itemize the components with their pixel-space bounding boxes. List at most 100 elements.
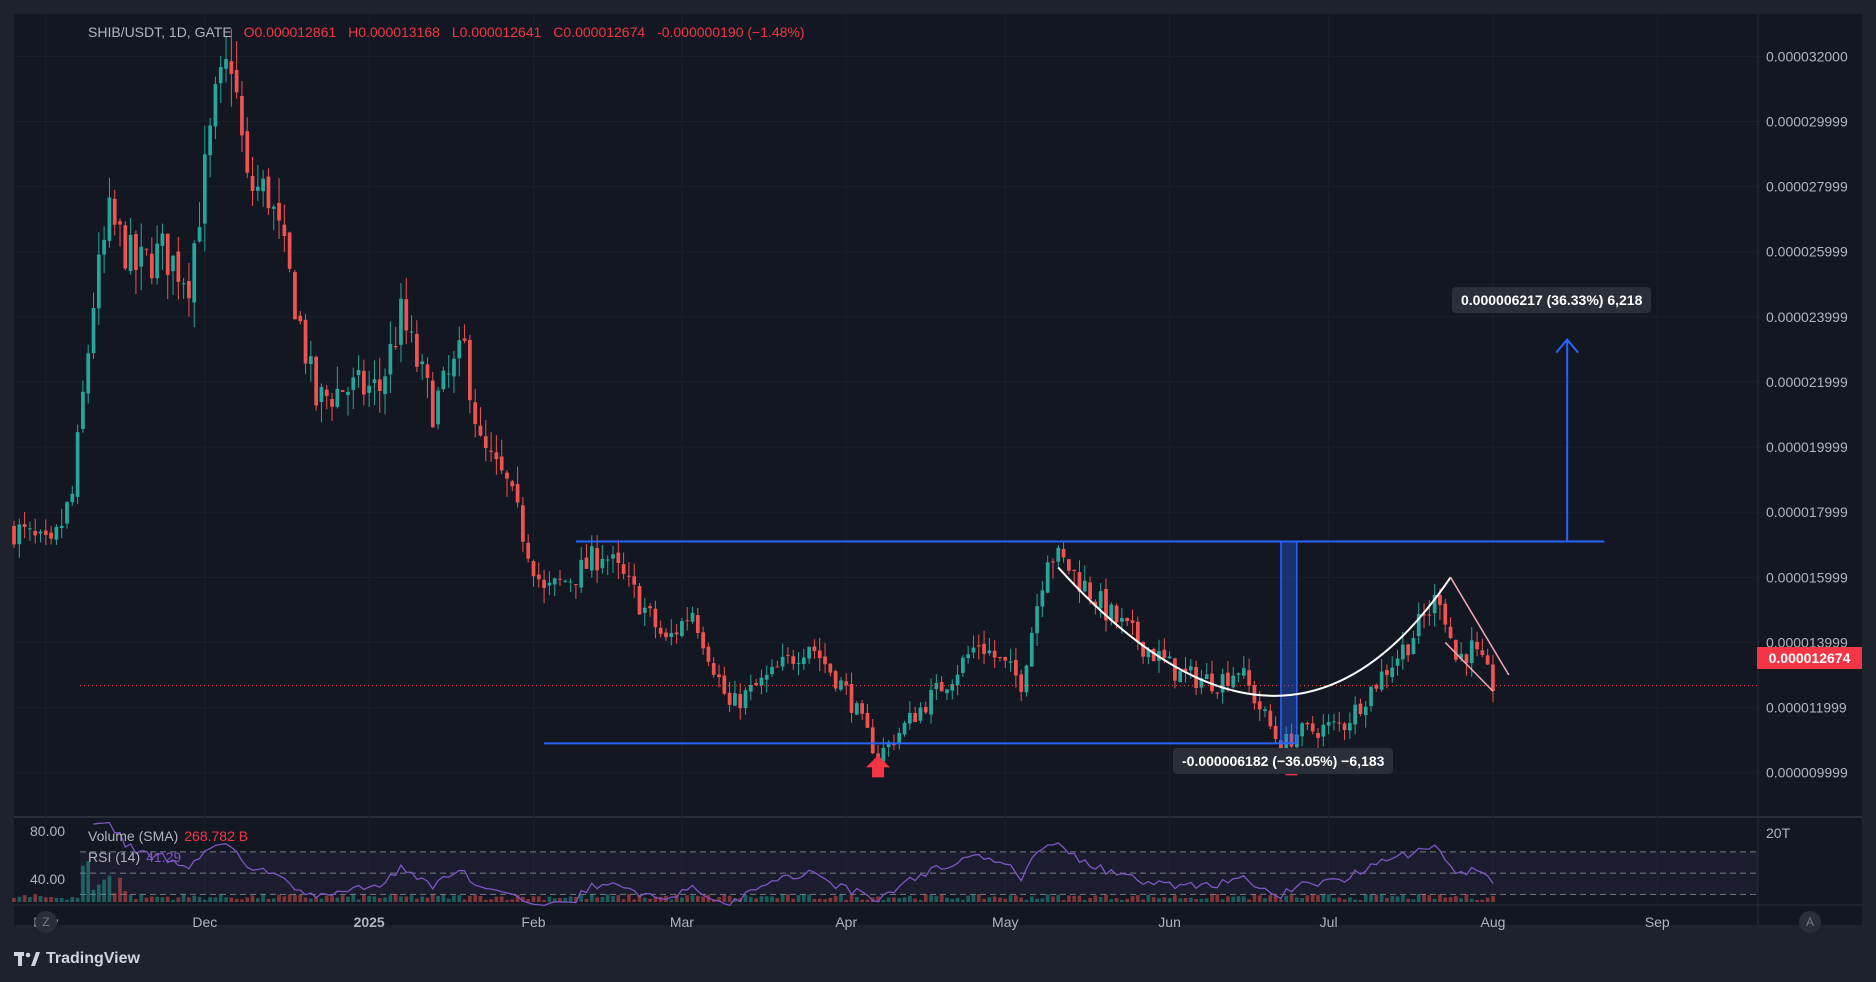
volume-bar	[155, 896, 159, 902]
candle-body	[367, 385, 372, 393]
time-axis-tick: Jul	[1320, 914, 1338, 930]
candle-body	[335, 388, 340, 407]
candle-body	[998, 657, 1002, 659]
candle-body	[1067, 559, 1071, 571]
volume-bar	[849, 894, 854, 902]
volume-bar	[165, 896, 170, 902]
volume-bar	[563, 897, 568, 902]
volume-bar	[971, 894, 976, 902]
volume-bar	[1167, 898, 1172, 902]
candle-body	[1114, 605, 1119, 623]
plot-background	[14, 14, 1862, 925]
volume-bar	[690, 895, 695, 902]
candle-body	[1167, 656, 1172, 659]
volume-bar	[648, 898, 652, 902]
rsi-label: RSI (14)	[88, 849, 141, 865]
candle-body	[218, 67, 223, 84]
candle-body	[28, 528, 32, 530]
candle-body	[1432, 595, 1437, 614]
candle-body	[669, 632, 674, 637]
volume-bar	[234, 898, 239, 902]
candle-body	[1199, 678, 1204, 688]
candle-body	[627, 575, 631, 577]
volume-legend[interactable]: Volume (SMA) 268.782 B	[88, 828, 248, 844]
volume-bar	[377, 898, 382, 902]
volume-bar	[91, 889, 96, 902]
volume-bar	[483, 899, 488, 902]
volume-bar	[75, 897, 80, 902]
volume-bar	[680, 897, 684, 902]
candle-body	[1029, 632, 1034, 667]
volume-bar	[1204, 898, 1209, 902]
volume-bar	[1210, 894, 1214, 902]
candle-body	[1109, 604, 1114, 620]
candle-body	[202, 154, 207, 224]
candle-body	[823, 656, 827, 665]
candle-body	[1443, 603, 1448, 625]
volume-bar	[1305, 895, 1310, 902]
volume-bar	[1273, 894, 1278, 902]
volume-bar	[770, 896, 774, 902]
volume-bar	[574, 896, 578, 902]
volume-bar	[1284, 895, 1289, 902]
volume-bar	[876, 896, 880, 902]
candle-body	[155, 243, 159, 279]
candle-body	[1459, 653, 1464, 659]
candle-body	[478, 425, 483, 436]
volume-bar	[102, 879, 106, 902]
volume-bar	[611, 896, 615, 902]
auto-scale-a-button[interactable]: A	[1799, 911, 1821, 933]
symbol-label[interactable]: SHIB/USDT, 1D, GATE	[88, 24, 232, 40]
branding[interactable]: TradingView	[14, 950, 140, 968]
volume-bar	[240, 899, 244, 902]
volume-bar	[812, 898, 817, 902]
volume-bar	[1400, 895, 1405, 902]
candle-body	[1210, 673, 1214, 692]
volume-bar	[372, 896, 377, 902]
volume-bar	[1120, 899, 1124, 902]
candle-body	[144, 248, 149, 250]
volume-bar	[907, 895, 912, 902]
candle-body	[854, 703, 859, 715]
candle-body	[1088, 582, 1092, 600]
price-axis-tick: 0.000032000	[1766, 48, 1848, 64]
candle-body	[1369, 686, 1373, 707]
candle-body	[330, 399, 334, 407]
candle-body	[1289, 733, 1294, 747]
volume-bar	[28, 897, 32, 902]
auto-scale-z-button[interactable]: Z	[35, 911, 57, 933]
volume-bar	[324, 895, 329, 902]
candle-body	[308, 356, 313, 365]
candle-body	[409, 331, 414, 333]
candle-body	[1120, 617, 1124, 622]
volume-bar	[171, 899, 175, 902]
volume-bar	[1045, 894, 1050, 902]
candle-body	[123, 225, 128, 269]
volume-bar	[1109, 899, 1114, 902]
rsi-line	[93, 821, 1494, 907]
volume-bar	[950, 898, 955, 902]
candle-body	[208, 125, 212, 156]
volume-bar	[425, 897, 430, 902]
time-axis-tick: Dec	[192, 914, 217, 930]
volume-bar	[796, 895, 801, 902]
candle-body	[107, 197, 112, 241]
candle-body	[1236, 673, 1241, 675]
candle-body	[1125, 617, 1130, 622]
candle-body	[955, 674, 960, 686]
candle-body	[1485, 655, 1490, 665]
volume-bar	[701, 896, 705, 902]
candle-body	[542, 579, 546, 588]
volume-bar	[1178, 898, 1183, 902]
volume-bar	[1422, 894, 1426, 902]
volume-bar	[208, 897, 212, 902]
volume-bar	[1332, 898, 1336, 902]
volume-bar	[144, 897, 149, 902]
volume-bar	[1135, 895, 1140, 902]
rsi-legend[interactable]: RSI (14) 41.29	[88, 849, 181, 865]
candle-body	[817, 650, 822, 659]
candle-body	[1226, 672, 1230, 686]
candle-body	[897, 732, 902, 744]
candle-body	[791, 656, 796, 664]
